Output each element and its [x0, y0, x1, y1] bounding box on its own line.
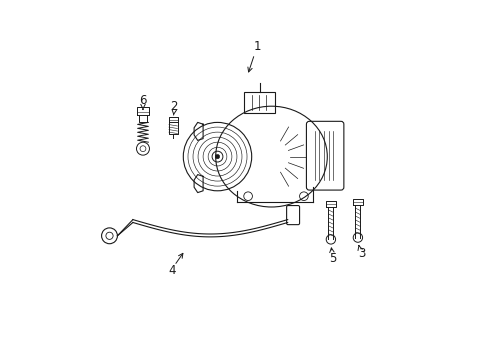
Text: 5: 5	[328, 252, 336, 265]
Text: 2: 2	[170, 100, 178, 113]
Circle shape	[215, 154, 219, 159]
Text: 1: 1	[253, 40, 260, 53]
Text: 3: 3	[358, 247, 365, 260]
Text: 4: 4	[168, 264, 176, 277]
Text: 6: 6	[139, 94, 146, 107]
